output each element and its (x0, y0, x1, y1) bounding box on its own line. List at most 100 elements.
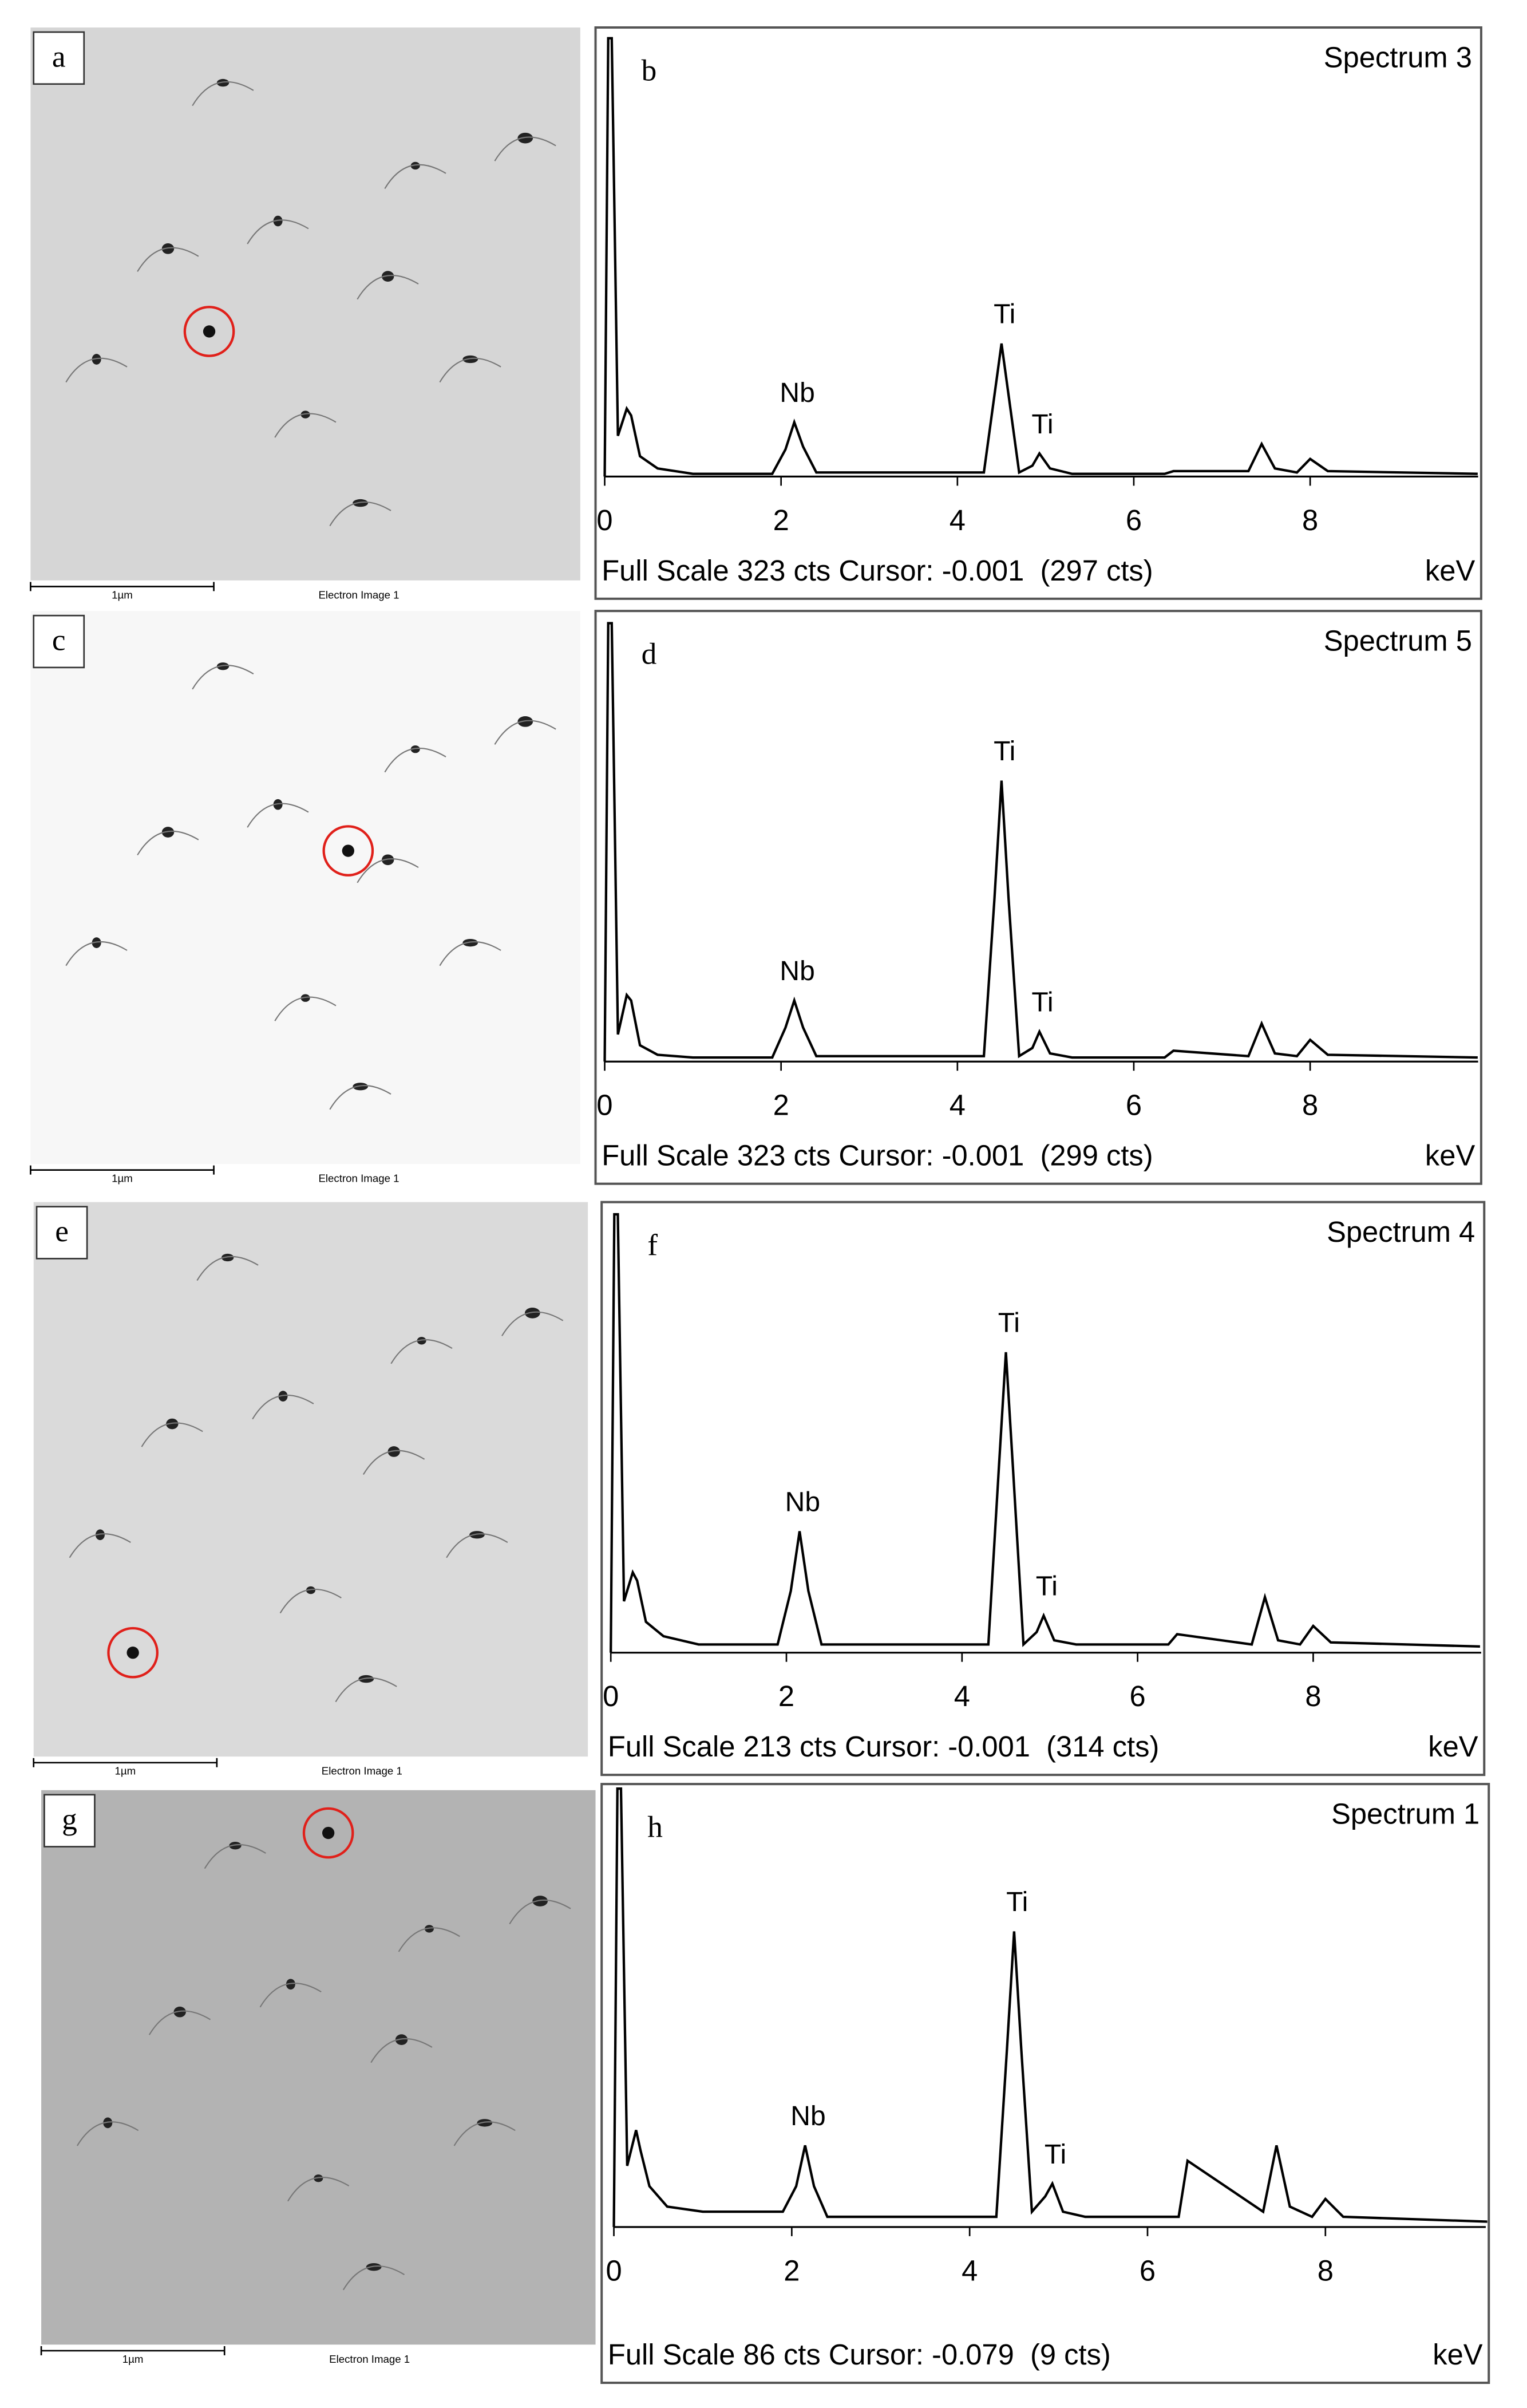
panel-label: e (55, 1214, 69, 1248)
texture (196, 1256, 259, 1281)
spectrum-footer: Full Scale 323 cts Cursor: -0.001 (299 c… (602, 1139, 1153, 1172)
texture (362, 1450, 425, 1475)
particle (103, 2117, 113, 2129)
spectrum-title: Spectrum 5 (1324, 625, 1472, 657)
panel-label: d (642, 636, 657, 670)
spectrum-title: Spectrum 3 (1324, 41, 1472, 73)
spectrum-frame (600, 1783, 1490, 2384)
scale-bar-label: 1µm (114, 1765, 136, 1777)
particle (382, 854, 394, 866)
particle (229, 1841, 242, 1850)
image-caption: Electron Image 1 (318, 1173, 399, 1185)
particle (92, 937, 101, 948)
texture (390, 1339, 453, 1364)
peak-label: Ti (1031, 988, 1053, 1018)
peak-label: Ti (994, 299, 1015, 330)
x-tick-label: 6 (1126, 504, 1142, 536)
texture (252, 1395, 314, 1420)
texture (357, 858, 419, 883)
panel-label: a (52, 39, 66, 73)
texture (69, 1533, 131, 1558)
spectrum-footer: Full Scale 213 cts Cursor: -0.001 (314 c… (608, 1730, 1159, 1763)
particle (462, 355, 478, 364)
spectrum-footer: Full Scale 86 cts Cursor: -0.079 (9 cts) (608, 2338, 1111, 2371)
spectrum-line (610, 1213, 1480, 1653)
x-tick-label: 8 (1302, 1089, 1318, 1122)
texture (274, 413, 337, 438)
peak-label: Ti (1006, 1887, 1028, 1917)
peak-label: Ti (1036, 1572, 1058, 1602)
peak-label: Ti (1045, 2139, 1066, 2170)
particle (216, 78, 230, 87)
x-tick-label: 0 (596, 1089, 612, 1122)
texture (192, 665, 254, 690)
x-tick-label: 2 (778, 1680, 794, 1712)
sem-image (33, 1202, 588, 1757)
particle (173, 2006, 186, 2018)
texture (329, 1085, 391, 1110)
particle (221, 1253, 234, 1262)
x-tick-label: 0 (606, 2254, 622, 2287)
peak-label: Nb (785, 1487, 820, 1517)
highlight-circle (302, 1807, 354, 1859)
texture (274, 996, 337, 1021)
texture (65, 357, 128, 383)
panel-label: f (647, 1227, 658, 1262)
peak-label: Ti (998, 1308, 1020, 1339)
texture (141, 1422, 203, 1447)
particle (395, 2034, 408, 2045)
particle (278, 1391, 288, 1402)
spectrum-title: Spectrum 1 (1331, 1798, 1479, 1830)
texture (77, 2121, 139, 2146)
label-box (33, 31, 85, 85)
x-tick-label: 4 (950, 1089, 966, 1122)
x-tick-label: 8 (1302, 504, 1318, 536)
x-tick-label: 8 (1305, 1680, 1321, 1712)
peak-label: Nb (790, 2101, 825, 2131)
particle (95, 1529, 105, 1541)
x-axis-label: keV (1425, 554, 1475, 587)
texture (137, 247, 199, 272)
particle (382, 271, 394, 282)
texture (137, 830, 199, 856)
x-tick-label: 0 (596, 504, 612, 536)
x-tick-label: 4 (950, 504, 966, 536)
particle (532, 1896, 548, 1906)
peak-label: Nb (780, 956, 814, 986)
panel-label: c (52, 622, 66, 657)
particle (387, 1446, 400, 1457)
texture (357, 275, 419, 300)
texture (501, 1311, 564, 1336)
spectrum-frame (600, 1201, 1486, 1777)
image-caption: Electron Image 1 (318, 589, 399, 601)
x-tick-label: 2 (773, 504, 789, 536)
x-tick-label: 2 (784, 2254, 800, 2287)
x-tick-label: 4 (954, 1680, 970, 1712)
texture (192, 81, 254, 106)
scale-bar-label: 1µm (112, 1173, 133, 1185)
particle (410, 161, 420, 170)
highlight-circle (183, 306, 235, 357)
particle (314, 2174, 323, 2182)
highlight-circle (107, 1627, 159, 1679)
spectrum-line (603, 37, 1478, 477)
sem-image (30, 27, 580, 581)
peak-label: Ti (1031, 409, 1053, 440)
particle (525, 1308, 540, 1319)
texture (259, 1983, 322, 2008)
scale-bar-label: 1µm (122, 2353, 144, 2365)
panel-label: g (62, 1802, 77, 1836)
image-caption: Electron Image 1 (322, 1765, 402, 1777)
highlight-circle (126, 1647, 139, 1659)
texture (398, 1927, 460, 1952)
particle (161, 243, 175, 254)
particle (517, 716, 533, 727)
texture (65, 941, 128, 966)
x-tick-label: 0 (603, 1680, 619, 1712)
particle (477, 2119, 493, 2127)
texture (494, 136, 556, 161)
spectrum-frame (594, 610, 1482, 1185)
panel-label: h (647, 1809, 663, 1843)
highlight-circle (322, 825, 374, 877)
spectrum-footer: Full Scale 323 cts Cursor: -0.001 (297 c… (602, 554, 1153, 587)
